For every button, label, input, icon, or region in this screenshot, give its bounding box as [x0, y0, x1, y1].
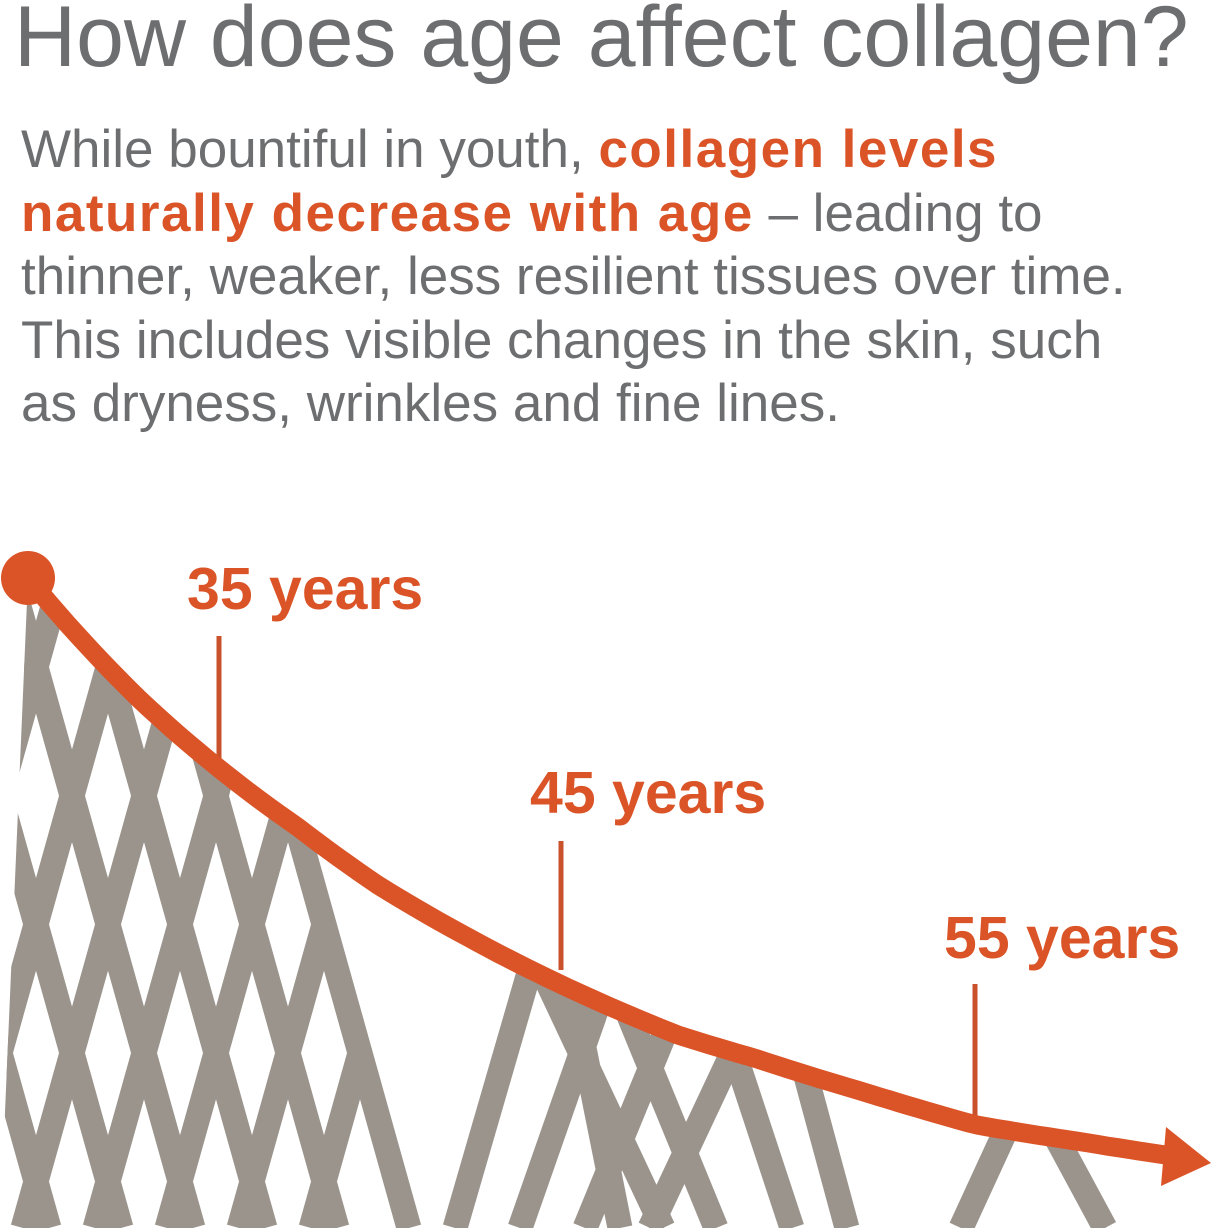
- svg-text:45 years: 45 years: [530, 760, 766, 826]
- svg-text:35 years: 35 years: [187, 556, 423, 622]
- svg-text:55 years: 55 years: [944, 905, 1180, 971]
